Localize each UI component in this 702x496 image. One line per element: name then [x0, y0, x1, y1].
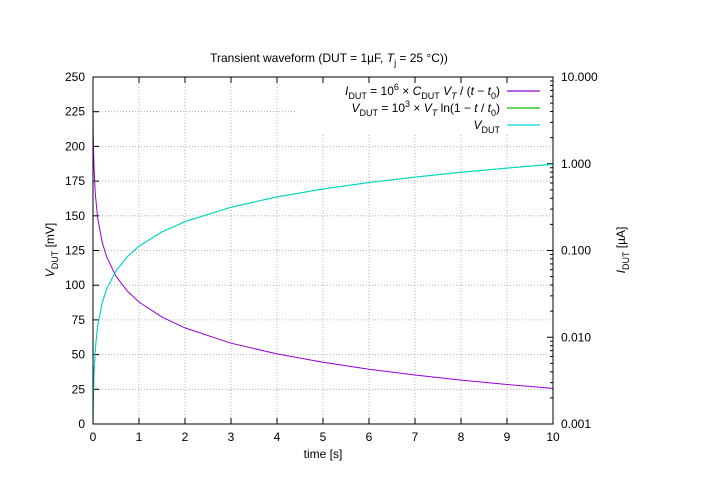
legend-label-part: ×	[399, 84, 413, 98]
legend-label-2: VDUT​	[473, 118, 500, 135]
chart-title: Transient waveform (DUT = 1µF, Tj = 25 °…	[210, 51, 448, 68]
ylabel-left-part: DUT	[50, 250, 60, 269]
legend-label-part: 6	[394, 82, 399, 92]
legend-label-part: t	[474, 101, 478, 115]
legend-label-part: I	[345, 84, 349, 98]
x-tick-label: 3	[228, 430, 235, 444]
x-tick-label: 5	[320, 430, 327, 444]
y-tick-label-left: 125	[65, 244, 85, 258]
y-tick-label-left: 75	[72, 313, 86, 327]
legend-label-part: / (	[457, 84, 471, 98]
x-tick-label: 8	[458, 430, 465, 444]
x-tick-label: 6	[366, 430, 373, 444]
x-axis-label: time [s]	[304, 447, 343, 461]
y-tick-label-left: 25	[72, 382, 86, 396]
title-part: = 25 °C))	[396, 51, 448, 65]
legend-label-part: V	[473, 118, 482, 132]
legend-label-part: −	[474, 84, 488, 98]
ylabel-right-part: DUT	[621, 251, 631, 270]
legend-label-part: 0	[491, 108, 496, 118]
y-tick-label-left: 150	[65, 209, 85, 223]
y-tick-label-right: 0.001	[561, 417, 591, 431]
legend-label-part: T	[432, 108, 439, 118]
ylabel-right-part: I	[614, 269, 628, 273]
x-tick-label: 0	[90, 430, 97, 444]
y-tick-label-right: 10.000	[561, 70, 598, 84]
y-tick-label-left: 250	[65, 70, 85, 84]
x-tick-label: 10	[546, 430, 560, 444]
tick-labels: 0 1 2 3 4 5 6 7 8 9 100255075100125150175200225250…	[65, 70, 598, 444]
legend-label-part: = 10	[367, 84, 394, 98]
x-tick-label: 4	[274, 430, 281, 444]
legend-label-part: C	[413, 84, 422, 98]
legend-label-1: VDUT = 103 × VT ln(1 − t / t0)	[351, 99, 500, 118]
plot-border	[92, 76, 554, 425]
legend-label-part: = 10	[378, 101, 405, 115]
series-line-0	[92, 114, 554, 389]
legend-label-0: IDUT = 106 × CDUT VT / (t − t0)	[345, 82, 500, 101]
y-axis-label-right: IDUT [µA]	[614, 227, 631, 274]
legend-label-part: T	[451, 91, 458, 101]
x-tick-label: 9	[504, 430, 511, 444]
legend-label-part: t	[488, 84, 492, 98]
ylabel-left-part: V	[43, 268, 57, 277]
legend-label-part: DUT	[482, 125, 501, 135]
legend-label-part: )	[496, 101, 500, 115]
legend: IDUT = 106 × CDUT VT / (t − t0)VDUT = 10…	[345, 82, 540, 135]
legend-label-part: )	[496, 84, 500, 98]
title-part: T	[387, 51, 396, 65]
title-part: Transient waveform (DUT = 1µF,	[210, 51, 387, 65]
legend-label-part: DUT	[360, 108, 379, 118]
legend-label-part: t	[471, 84, 475, 98]
y-tick-label-right: 1.000	[561, 157, 591, 171]
legend-label-part: V	[424, 101, 433, 115]
legend-label-part: 3	[405, 99, 410, 109]
legend-label-part: V	[351, 101, 360, 115]
curves	[92, 114, 554, 425]
ylabel-right-part: [µA]	[614, 227, 628, 252]
series-line-2	[92, 163, 554, 425]
y-tick-label-left: 175	[65, 174, 85, 188]
legend-label-part: /	[478, 101, 488, 115]
y-tick-label-right: 0.010	[561, 330, 591, 344]
y-tick-label-left: 50	[72, 348, 86, 362]
y-tick-label-left: 225	[65, 105, 85, 119]
legend-label-part: DUT	[421, 91, 440, 101]
legend-label-part: DUT	[348, 91, 367, 101]
x-tick-label: 7	[412, 430, 419, 444]
legend-label-part: ln(1 −	[437, 101, 474, 115]
legend-label-part: ×	[410, 101, 424, 115]
y-tick-label-right: 0.100	[561, 244, 591, 258]
y-tick-label-left: 200	[65, 139, 85, 153]
grid	[93, 77, 553, 424]
y-tick-label-left: 100	[65, 278, 85, 292]
legend-label-part: V	[443, 84, 452, 98]
x-tick-label: 1	[136, 430, 143, 444]
legend-label-part: t	[488, 101, 492, 115]
ylabel-left-part: [mV]	[43, 223, 57, 251]
y-axis-label-left: VDUT [mV]	[43, 223, 60, 278]
x-tick-label: 2	[182, 430, 189, 444]
legend-label-part: 0	[491, 91, 496, 101]
y-tick-label-left: 0	[78, 417, 85, 431]
title-part: j	[393, 58, 396, 68]
